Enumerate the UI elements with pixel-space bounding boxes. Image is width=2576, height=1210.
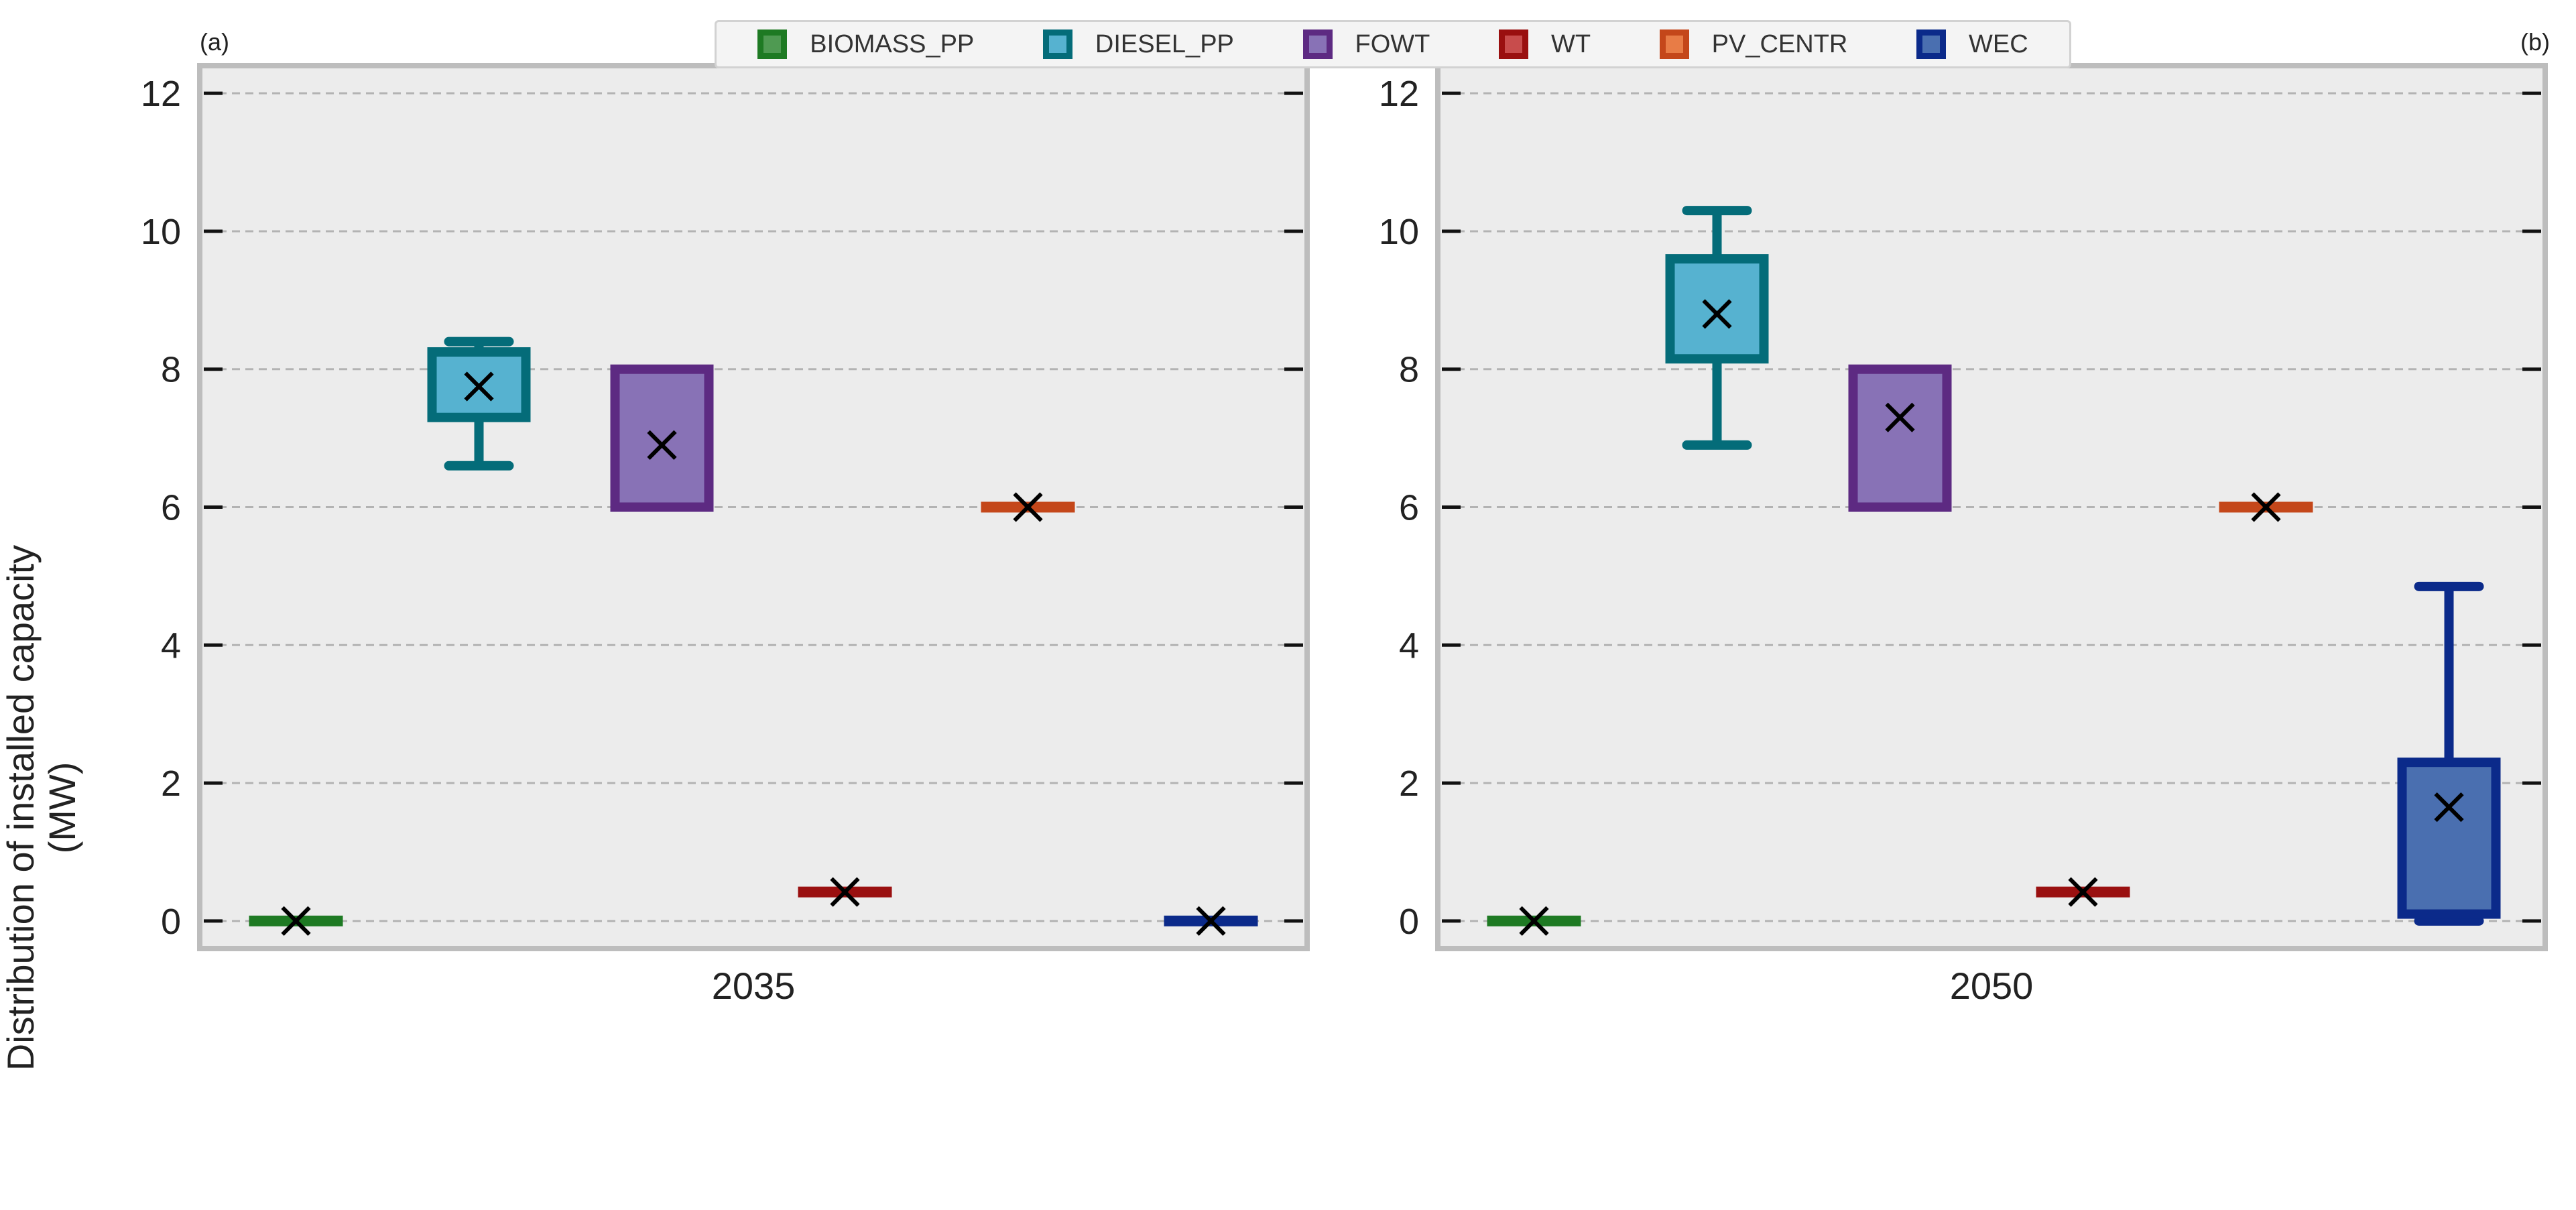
y-axis-label: Distribution of installed capacity (MW) <box>0 406 87 1210</box>
legend-item-wt: WT <box>1498 29 1591 59</box>
legend-swatch <box>1659 29 1689 59</box>
box-fowt <box>610 364 714 512</box>
x-axis-label: 2050 <box>1950 965 2034 1007</box>
legend: BIOMASS_PP DIESEL_PP FOWT WT PV_CENTR WEC <box>715 20 2071 68</box>
box-fowt <box>1848 364 1952 512</box>
mean-marker-fowt <box>1885 402 1915 432</box>
y-tick-label: 0 <box>1399 902 1419 942</box>
y-tick-label: 8 <box>161 350 181 390</box>
mean-marker-wt <box>2068 877 2098 907</box>
mean-marker-diesel_pp <box>1702 299 1732 329</box>
legend-item-diesel_pp: DIESEL_PP <box>1042 29 1234 59</box>
legend-label: DIESEL_PP <box>1095 29 1234 58</box>
box-diesel_pp <box>1665 254 1769 364</box>
legend-item-biomass_pp: BIOMASS_PP <box>757 29 974 59</box>
mean-marker-biomass_pp <box>1519 906 1549 936</box>
legend-swatch <box>1302 29 1333 59</box>
mean-marker-wec <box>1196 906 1226 936</box>
y-tick-label: 12 <box>1379 74 1419 114</box>
y-axis-label-line2: (MW) <box>41 762 83 854</box>
plot-area-1 <box>197 63 1310 951</box>
legend-label: WEC <box>1968 29 2028 58</box>
legend-label: BIOMASS_PP <box>810 29 975 58</box>
legend-item-fowt: FOWT <box>1302 29 1430 59</box>
figure: 0 2 4 6 8 10 12 2035 0 2 4 6 8 10 12 2050 <box>141 63 2548 1007</box>
mean-marker-wt <box>830 877 860 907</box>
mean-marker-wec <box>2434 792 2464 823</box>
legend-swatch <box>1042 29 1072 59</box>
legend-item-pv_centr: PV_CENTR <box>1659 29 1848 59</box>
y-tick-label: 10 <box>141 212 181 252</box>
mean-marker-diesel_pp <box>464 371 494 402</box>
x-axis-label: 2035 <box>712 965 796 1007</box>
y-tick-label: 12 <box>141 74 181 114</box>
y-tick-label: 2 <box>1399 764 1419 804</box>
legend-swatch <box>1916 29 1946 59</box>
y-tick-label: 0 <box>161 902 181 942</box>
y-tick-label: 10 <box>1379 212 1419 252</box>
y-tick-label: 4 <box>161 625 181 666</box>
y-tick-label: 4 <box>1399 625 1419 666</box>
plot-area-2 <box>1435 63 2548 951</box>
panel-tag-b: (b) <box>2520 28 2550 56</box>
legend-label: FOWT <box>1355 29 1430 58</box>
legend-item-wec: WEC <box>1916 29 2028 59</box>
legend-swatch <box>757 29 788 59</box>
panel-tag-a: (a) <box>200 28 229 56</box>
legend-label: PV_CENTR <box>1711 29 1848 58</box>
y-tick-label: 8 <box>1399 350 1419 390</box>
mean-marker-biomass_pp <box>281 906 311 936</box>
legend-label: WT <box>1550 29 1591 58</box>
y-tick-label: 2 <box>161 764 181 804</box>
y-tick-label: 6 <box>161 488 181 528</box>
mean-marker-pv_centr <box>2251 492 2281 522</box>
y-axis-label-line1: Distribution of installed capacity <box>0 544 42 1071</box>
mean-marker-pv_centr <box>1013 492 1043 522</box>
y-tick-label: 6 <box>1399 488 1419 528</box>
mean-marker-fowt <box>647 430 677 461</box>
box-wec <box>2397 758 2501 919</box>
legend-swatch <box>1498 29 1528 59</box>
